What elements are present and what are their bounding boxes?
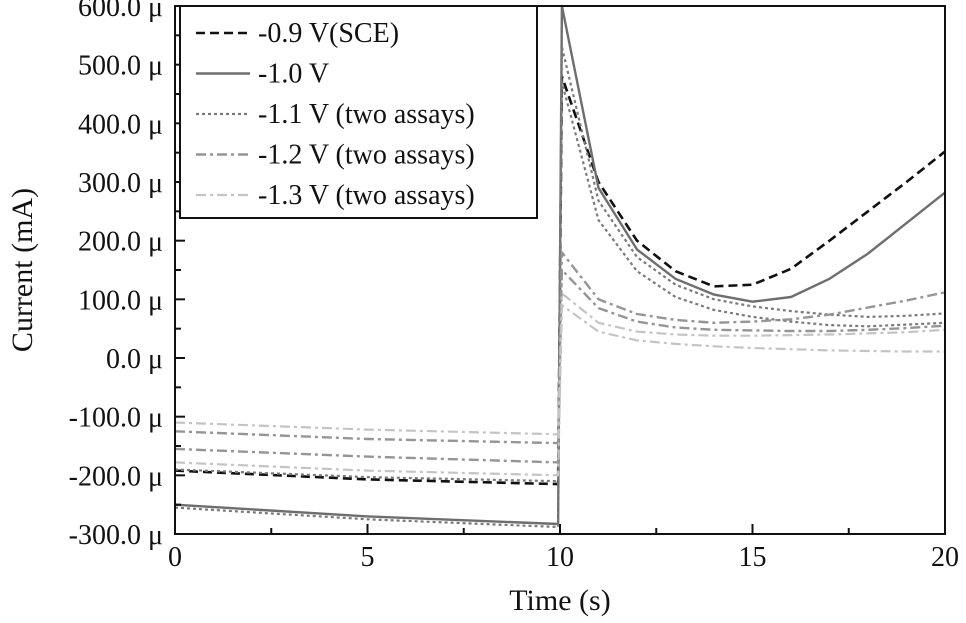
y-tick-label: 500.0 μ [78, 51, 163, 82]
legend-label: -1.2 V (two assays) [258, 140, 475, 171]
y-tick-label: 600.0 μ [78, 0, 163, 23]
x-tick-label: 0 [168, 542, 182, 573]
series-layer [174, 4, 946, 529]
x-tick-label: 10 [546, 542, 574, 573]
x-tick-label: 5 [361, 542, 375, 573]
series-line-8 [174, 292, 946, 436]
y-axis-title: Current (mA) [6, 188, 39, 352]
y-tick-label: 400.0 μ [78, 109, 163, 140]
x-tick-label: 20 [931, 542, 959, 573]
y-tick-label: 200.0 μ [78, 227, 163, 258]
y-tick-label: -100.0 μ [69, 403, 163, 434]
x-tick-label: 15 [739, 542, 767, 573]
legend-label: -1.3 V (two assays) [258, 180, 475, 211]
series-line-7 [174, 304, 945, 477]
series-line-4 [174, 81, 946, 483]
y-tick-label: 100.0 μ [78, 285, 163, 316]
y-tick-label: -200.0 μ [69, 461, 163, 492]
x-axis-title: Time (s) [509, 584, 610, 617]
y-tick-label: 0.0 μ [106, 344, 163, 375]
legend-box [179, 5, 538, 219]
y-tick-label: 300.0 μ [78, 168, 163, 199]
legend-label: -0.9 V(SCE) [258, 18, 399, 49]
y-tick-label: -300.0 μ [69, 520, 163, 551]
series-line-6 [174, 268, 946, 445]
legend-label: -1.0 V [258, 59, 329, 90]
legend: -0.9 V(SCE) -1.0 V -1.1 V (two assays) -1.2… [179, 5, 538, 219]
legend-label: -1.1 V (two assays) [258, 99, 475, 130]
ticks-layer: 0 5 10 15 20 600.0 μ 500.0 μ 400.0 μ 300.0 μ 200.… [69, 0, 959, 573]
series-line-3 [174, 46, 946, 529]
